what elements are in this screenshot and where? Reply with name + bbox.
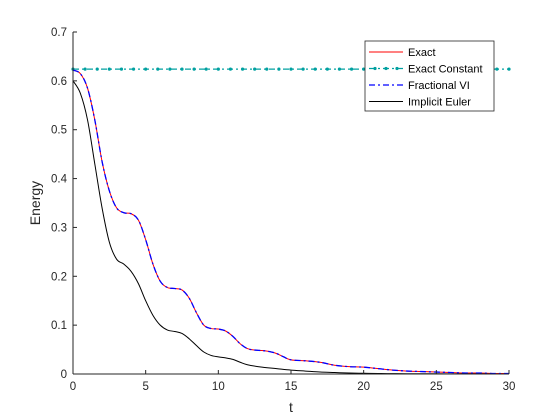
y-tick-label: 0.2 xyxy=(51,271,67,283)
series-marker-1-3 xyxy=(107,67,111,71)
series-marker-1-17 xyxy=(277,67,281,71)
x-tick-label: 0 xyxy=(70,381,76,393)
series-marker-1-1 xyxy=(83,67,87,71)
series-marker-1-19 xyxy=(301,67,305,71)
series-marker-1-24 xyxy=(362,67,366,71)
x-tick-label: 20 xyxy=(357,381,370,393)
series-marker-1-7 xyxy=(156,67,160,71)
series-marker-1-15 xyxy=(253,67,257,71)
legend-label-3: Implicit Euler xyxy=(408,97,471,109)
y-tick-label: 0 xyxy=(61,369,67,381)
series-marker-1-18 xyxy=(289,67,293,71)
series-line-0 xyxy=(72,69,510,375)
series-marker-1-21 xyxy=(325,67,329,71)
legend-label-0: Exact xyxy=(408,47,436,59)
x-tick-label: 15 xyxy=(285,381,298,393)
series-marker-1-4 xyxy=(119,67,124,71)
legend: Exact Exact Constant Fractional VI Implicit… xyxy=(364,40,495,112)
y-axis-label: Energy xyxy=(27,181,43,225)
series-marker-1-16 xyxy=(265,67,269,71)
x-tick-label: 5 xyxy=(142,381,148,393)
legend-label-2: Fractional VI xyxy=(408,80,470,92)
y-tick-label: 0.5 xyxy=(51,125,67,137)
x-tick-label: 30 xyxy=(503,381,516,393)
series-marker-1-12 xyxy=(216,67,220,71)
y-tick-label: 0.3 xyxy=(51,222,67,234)
x-tick-label: 10 xyxy=(212,381,225,393)
series-marker-1-13 xyxy=(228,67,233,71)
series-marker-1-14 xyxy=(240,67,245,71)
series-marker-1-8 xyxy=(168,67,172,71)
legend-marker-1-1 xyxy=(384,66,388,71)
series-marker-1-23 xyxy=(349,67,354,71)
x-axis-label: t xyxy=(289,399,293,415)
series-marker-1-11 xyxy=(204,67,208,71)
legend-box xyxy=(364,40,495,112)
legend-marker-1-2 xyxy=(395,66,399,71)
series-marker-1-36 xyxy=(507,67,511,71)
y-tick-label: 0.7 xyxy=(51,27,67,39)
y-tick-label: 0.4 xyxy=(51,174,68,186)
y-tick-label: 0.6 xyxy=(51,76,67,88)
y-tick-label: 0.1 xyxy=(51,320,67,332)
legend-label-1: Exact Constant xyxy=(408,64,483,76)
series-marker-1-9 xyxy=(180,67,184,71)
series-marker-1-2 xyxy=(95,67,99,71)
series-marker-1-5 xyxy=(131,67,136,71)
legend-marker-1-0 xyxy=(373,66,377,71)
series-marker-1-10 xyxy=(192,67,196,71)
axes: 0 5 10 15 20 25 30 0 0.1 0.2 0.3 0.4 0.5 0.6 0.7 xyxy=(51,27,515,393)
series-marker-1-20 xyxy=(313,67,317,71)
x-tick-label: 25 xyxy=(430,381,443,393)
series-marker-1-6 xyxy=(144,67,148,71)
series-marker-1-35 xyxy=(495,67,499,71)
series-marker-1-22 xyxy=(337,67,342,71)
